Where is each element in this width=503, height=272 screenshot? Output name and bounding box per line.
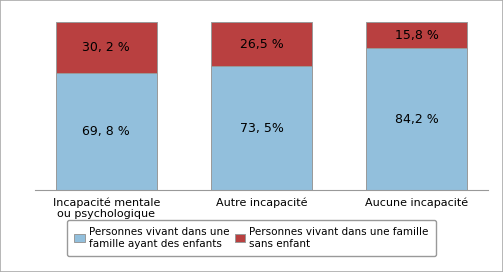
Text: 69, 8 %: 69, 8 % bbox=[82, 125, 130, 138]
Bar bbox=[366, 22, 467, 48]
Bar bbox=[211, 66, 312, 190]
Text: 84,2 %: 84,2 % bbox=[395, 113, 439, 126]
Text: 73, 5%: 73, 5% bbox=[239, 122, 284, 135]
Bar bbox=[366, 48, 467, 190]
Bar bbox=[211, 22, 312, 66]
Bar bbox=[56, 22, 157, 73]
Bar bbox=[56, 73, 157, 190]
Text: 30, 2 %: 30, 2 % bbox=[82, 41, 130, 54]
Text: 15,8 %: 15,8 % bbox=[395, 29, 439, 42]
Text: 26,5 %: 26,5 % bbox=[240, 38, 283, 51]
Legend: Personnes vivant dans une
famille ayant des enfants, Personnes vivant dans une f: Personnes vivant dans une famille ayant … bbox=[67, 220, 436, 256]
